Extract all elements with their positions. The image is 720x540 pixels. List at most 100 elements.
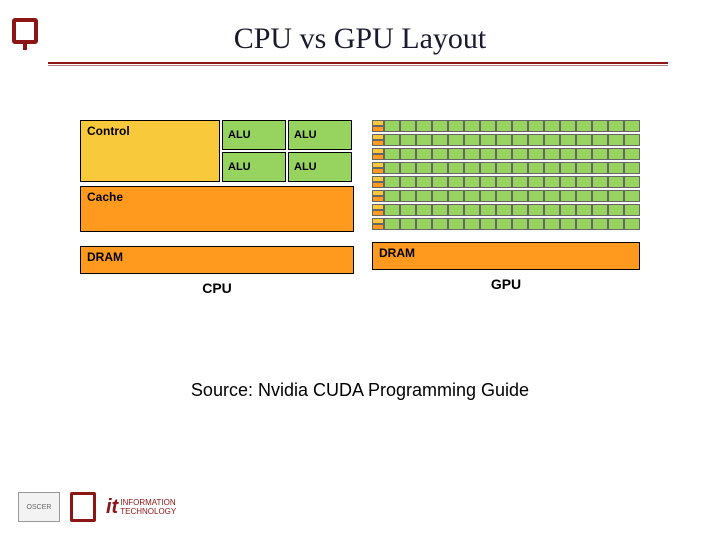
gpu-alu-cell: [432, 218, 448, 230]
gpu-alu-cell: [496, 176, 512, 188]
gpu-alu-cell: [608, 176, 624, 188]
gpu-alu-cell: [576, 162, 592, 174]
gpu-alu-cell: [624, 218, 640, 230]
gpu-sm-row: [372, 162, 640, 174]
gpu-alu-cell: [528, 148, 544, 160]
gpu-alu-cell: [496, 134, 512, 146]
oscer-logo-icon: OSCER: [18, 492, 60, 522]
gpu-alu-cell: [432, 204, 448, 216]
gpu-alu-cell: [512, 162, 528, 174]
gpu-cache-cell: [372, 140, 384, 146]
gpu-alu-cell: [560, 120, 576, 132]
cpu-alu: ALU: [288, 120, 352, 150]
gpu-alu-cell: [448, 204, 464, 216]
gpu-alu-cell: [400, 190, 416, 202]
gpu-alu-cell: [544, 204, 560, 216]
gpu-alu-cell: [448, 120, 464, 132]
cpu-block: Control ALU ALU ALU ALU Cache DRAM CPU: [80, 120, 354, 296]
gpu-alu-cell: [400, 218, 416, 230]
ou-logo-small-icon: [70, 492, 96, 522]
gpu-alu-cell: [608, 204, 624, 216]
gpu-alu-cell: [384, 148, 400, 160]
title-underline: [48, 62, 668, 64]
gpu-alu-cell: [464, 120, 480, 132]
gpu-alu-cell: [448, 190, 464, 202]
gpu-alu-cell: [480, 190, 496, 202]
gpu-alu-grid: [372, 120, 640, 230]
page-title: CPU vs GPU Layout: [0, 22, 720, 56]
gpu-alu-cell: [400, 120, 416, 132]
gpu-alu-cell: [576, 204, 592, 216]
gpu-alu-cell: [576, 218, 592, 230]
gpu-alu-cell: [400, 148, 416, 160]
cpu-control: Control: [80, 120, 220, 182]
cpu-alu: ALU: [222, 152, 286, 182]
gpu-alu-cell: [544, 176, 560, 188]
gpu-alu-cell: [400, 204, 416, 216]
gpu-alu-cell: [384, 176, 400, 188]
gpu-alu-cell: [480, 204, 496, 216]
gpu-alu-cell: [576, 190, 592, 202]
gpu-alu-cell: [624, 204, 640, 216]
gpu-cache-cell: [372, 126, 384, 132]
gpu-alu-cell: [528, 190, 544, 202]
gpu-alu-cell: [448, 148, 464, 160]
gpu-alu-cell: [480, 218, 496, 230]
gpu-sm-row: [372, 134, 640, 146]
gpu-alu-cell: [624, 162, 640, 174]
gpu-alu-cell: [432, 176, 448, 188]
gpu-alu-cell: [592, 218, 608, 230]
gpu-alu-cell: [608, 162, 624, 174]
gpu-alu-cell: [624, 190, 640, 202]
gpu-alu-cell: [560, 204, 576, 216]
gpu-alu-cell: [448, 134, 464, 146]
gpu-alu-cell: [528, 218, 544, 230]
gpu-alu-cell: [528, 134, 544, 146]
gpu-cache-cell: [372, 154, 384, 160]
gpu-alu-cell: [448, 218, 464, 230]
gpu-alu-cell: [528, 176, 544, 188]
footer-logos: OSCER itINFORMATION TECHNOLOGY: [18, 492, 176, 522]
gpu-alu-cell: [512, 176, 528, 188]
gpu-alu-cell: [528, 120, 544, 132]
gpu-alu-cell: [624, 134, 640, 146]
gpu-alu-cell: [512, 190, 528, 202]
gpu-cache-cell: [372, 224, 384, 230]
gpu-alu-cell: [496, 190, 512, 202]
gpu-alu-cell: [384, 120, 400, 132]
gpu-alu-cell: [416, 148, 432, 160]
gpu-alu-cell: [512, 218, 528, 230]
gpu-alu-cell: [512, 204, 528, 216]
gpu-alu-cell: [432, 120, 448, 132]
gpu-cache-cell: [372, 196, 384, 202]
gpu-alu-cell: [496, 120, 512, 132]
gpu-alu-cell: [608, 120, 624, 132]
gpu-sm-row: [372, 218, 640, 230]
gpu-sm-row: [372, 148, 640, 160]
gpu-alu-cell: [624, 148, 640, 160]
gpu-alu-cell: [624, 176, 640, 188]
gpu-alu-cell: [576, 148, 592, 160]
cpu-gpu-diagram: Control ALU ALU ALU ALU Cache DRAM CPU D…: [80, 120, 640, 350]
gpu-alu-cell: [480, 162, 496, 174]
cpu-dram: DRAM: [80, 246, 354, 274]
gpu-alu-cell: [432, 190, 448, 202]
gpu-alu-cell: [448, 162, 464, 174]
gpu-dram: DRAM: [372, 242, 640, 270]
gpu-alu-cell: [384, 218, 400, 230]
gpu-alu-cell: [416, 204, 432, 216]
gpu-alu-cell: [544, 190, 560, 202]
gpu-alu-cell: [464, 190, 480, 202]
gpu-alu-cell: [560, 218, 576, 230]
gpu-sm-row: [372, 204, 640, 216]
gpu-alu-cell: [480, 120, 496, 132]
gpu-alu-cell: [432, 148, 448, 160]
gpu-alu-cell: [464, 148, 480, 160]
gpu-alu-cell: [560, 134, 576, 146]
gpu-sm-row: [372, 190, 640, 202]
gpu-alu-cell: [448, 176, 464, 188]
gpu-alu-cell: [576, 120, 592, 132]
gpu-alu-cell: [416, 218, 432, 230]
gpu-alu-cell: [416, 120, 432, 132]
gpu-alu-cell: [544, 120, 560, 132]
